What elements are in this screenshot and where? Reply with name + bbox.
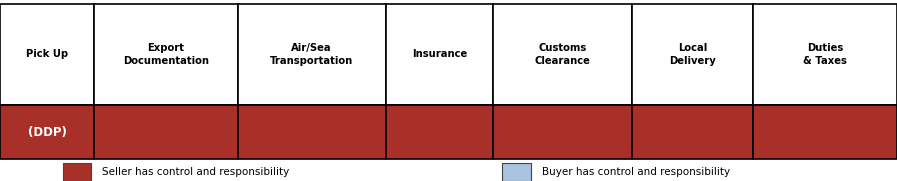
Text: Insurance: Insurance: [412, 49, 467, 59]
Bar: [753, 105, 897, 159]
Text: Customs
Clearance: Customs Clearance: [535, 43, 591, 66]
Bar: [753, 4, 897, 105]
Text: Buyer has control and responsibility: Buyer has control and responsibility: [542, 167, 730, 177]
Bar: [0, 4, 94, 105]
Bar: [632, 105, 753, 159]
Text: (DDP): (DDP): [28, 126, 66, 139]
Text: Seller has control and responsibility: Seller has control and responsibility: [102, 167, 290, 177]
Bar: [94, 105, 238, 159]
Text: Pick Up: Pick Up: [26, 49, 68, 59]
Bar: [238, 105, 386, 159]
Bar: [0, 105, 94, 159]
Text: Export
Documentation: Export Documentation: [123, 43, 209, 66]
Text: Duties
& Taxes: Duties & Taxes: [804, 43, 847, 66]
Bar: [238, 4, 386, 105]
Bar: [493, 105, 632, 159]
Text: Air/Sea
Transportation: Air/Sea Transportation: [270, 43, 353, 66]
Bar: [632, 4, 753, 105]
Bar: [502, 163, 531, 181]
Bar: [94, 4, 238, 105]
Text: Local
Delivery: Local Delivery: [669, 43, 717, 66]
Bar: [493, 4, 632, 105]
Bar: [386, 105, 493, 159]
Bar: [386, 4, 493, 105]
Bar: [63, 163, 91, 181]
